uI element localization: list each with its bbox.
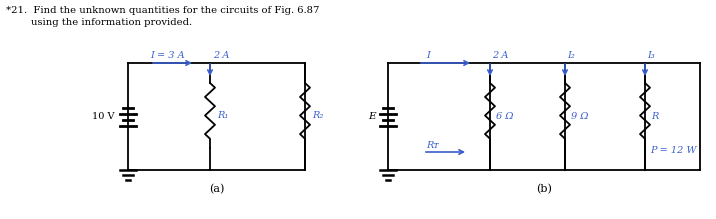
Text: 9 Ω: 9 Ω (571, 112, 589, 121)
Text: (a): (a) (209, 184, 224, 194)
Text: I₃: I₃ (647, 51, 654, 60)
Text: Rᴛ: Rᴛ (426, 141, 439, 150)
Text: (b): (b) (536, 184, 552, 194)
Text: 10 V: 10 V (92, 112, 114, 121)
Text: I: I (426, 51, 430, 60)
Text: I₂: I₂ (567, 51, 575, 60)
Text: 2 A: 2 A (492, 51, 508, 60)
Text: I = 3 A: I = 3 A (150, 51, 185, 60)
Text: E: E (368, 112, 376, 121)
Text: 2 A: 2 A (213, 51, 229, 60)
Text: R: R (651, 112, 659, 121)
Text: P = 12 W: P = 12 W (650, 146, 697, 155)
Text: 6 Ω: 6 Ω (496, 112, 513, 121)
Text: R₁: R₁ (217, 111, 228, 120)
Text: *21.  Find the unknown quantities for the circuits of Fig. 6.87: *21. Find the unknown quantities for the… (6, 6, 319, 15)
Text: using the information provided.: using the information provided. (6, 18, 192, 27)
Text: R₂: R₂ (312, 111, 323, 120)
